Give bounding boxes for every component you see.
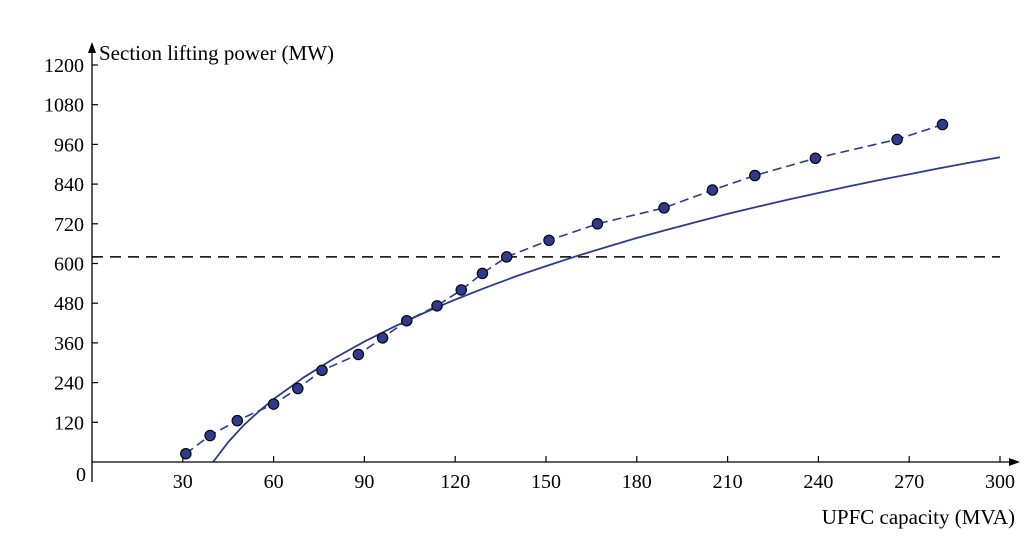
data-point	[231, 414, 244, 427]
data-point	[658, 202, 670, 214]
fit-curve-layer	[212, 156, 1001, 463]
data-point	[431, 300, 443, 312]
y-tick-label: 1200	[44, 55, 84, 77]
axes	[88, 42, 1020, 482]
data-point	[500, 251, 513, 263]
x-tick-label: 90	[354, 471, 374, 493]
data-point	[891, 133, 903, 146]
y-tick-label: 960	[54, 134, 84, 156]
data-point	[316, 364, 328, 377]
x-tick-label: 270	[894, 471, 924, 493]
measured-dashed-line	[185, 123, 943, 455]
data-point	[591, 218, 604, 230]
data-point	[204, 429, 216, 442]
y-tick-label: 1080	[44, 95, 84, 117]
x-axis-arrow	[1009, 458, 1020, 466]
data-point	[376, 332, 389, 344]
data-point	[267, 398, 280, 410]
y-tick-label: 360	[54, 333, 84, 355]
x-tick-label: 30	[173, 471, 193, 493]
y-tick-label: 240	[54, 373, 84, 395]
data-point	[749, 169, 761, 182]
x-axis-title: UPFC capacity (MVA)	[822, 505, 1015, 529]
data-point	[476, 267, 489, 280]
data-point	[936, 118, 949, 131]
x-tick-label: 210	[713, 471, 743, 493]
data-point	[401, 314, 413, 327]
data-point	[455, 284, 468, 296]
y-axis-title: Section lifting power (MW)	[99, 41, 334, 65]
y-tick-label: 120	[54, 412, 84, 434]
ticks-layer: 30 60 90 120 150 180 210 240 270 300 120 240 360 480 6…	[44, 55, 1015, 493]
y-tick-label: 840	[54, 174, 84, 196]
markers-layer	[180, 118, 949, 460]
data-point	[352, 348, 365, 361]
x-tick-label: 150	[531, 471, 561, 493]
x-tick-label: 240	[803, 471, 833, 493]
data-point	[292, 382, 304, 395]
data-point	[180, 447, 192, 460]
x-tick-label: 300	[985, 471, 1015, 493]
origin-label: 0	[76, 464, 86, 486]
x-tick-label: 60	[264, 471, 284, 493]
data-point	[809, 152, 822, 165]
y-axis-arrow	[88, 42, 96, 53]
y-tick-label: 720	[54, 214, 84, 236]
data-point	[543, 234, 555, 247]
fit-curve	[212, 156, 1001, 463]
data-point	[706, 184, 719, 196]
x-tick-label: 180	[622, 471, 652, 493]
y-tick-label: 600	[54, 254, 84, 276]
x-tick-label: 120	[440, 471, 470, 493]
y-tick-label: 480	[54, 293, 84, 315]
